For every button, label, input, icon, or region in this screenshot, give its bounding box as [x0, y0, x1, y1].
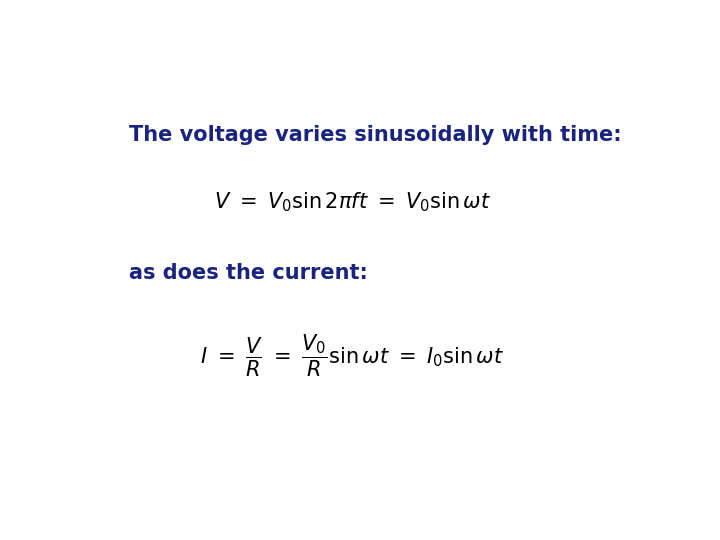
Text: as does the current:: as does the current:: [129, 262, 368, 283]
Text: The voltage varies sinusoidally with time:: The voltage varies sinusoidally with tim…: [129, 125, 621, 145]
Text: $V \ = \ V_0 \sin 2\pi ft \ = \ V_0 \sin \omega t$: $V \ = \ V_0 \sin 2\pi ft \ = \ V_0 \sin…: [214, 190, 491, 214]
Text: $I \ = \ \dfrac{V}{R} \ = \ \dfrac{V_0}{R} \sin \omega t \ = \ I_0 \sin \omega t: $I \ = \ \dfrac{V}{R} \ = \ \dfrac{V_0}{…: [200, 333, 505, 379]
